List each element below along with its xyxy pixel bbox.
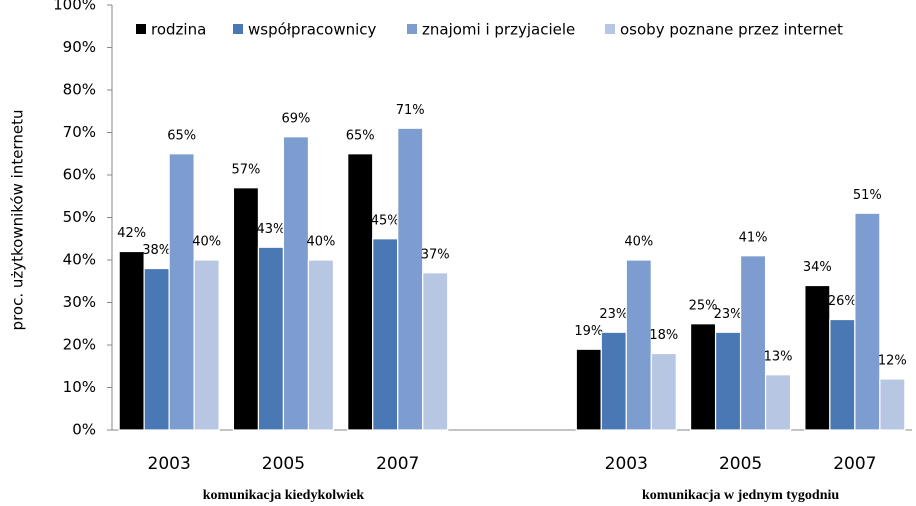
y-tick-label: 50% (63, 208, 96, 226)
data-label: 51% (853, 188, 882, 203)
bar (143, 267, 170, 431)
legend-label: znajomi i przyjaciele (422, 21, 575, 39)
bar (282, 136, 310, 431)
legend-label: współpracownicy (248, 21, 377, 39)
data-label: 12% (878, 354, 907, 369)
legend-swatch (136, 24, 146, 34)
data-label: 69% (281, 111, 310, 126)
x-tick-label: 2007 (833, 454, 876, 474)
y-tick-label: 90% (63, 38, 96, 56)
bar (232, 187, 260, 431)
bar (372, 238, 399, 431)
bar (600, 331, 627, 431)
y-tick-label: 80% (63, 81, 96, 99)
data-label: 65% (346, 128, 375, 143)
data-label: 45% (371, 213, 400, 228)
bar (625, 259, 652, 431)
y-tick-label: 30% (63, 293, 96, 311)
data-label: 43% (256, 222, 285, 237)
data-label: 40% (624, 235, 653, 250)
data-label: 13% (764, 349, 793, 364)
bar (854, 212, 881, 431)
data-label: 40% (192, 235, 221, 250)
x-tick-label: 2005 (262, 454, 305, 474)
y-tick-label: 40% (63, 251, 96, 269)
data-label: 41% (739, 230, 768, 245)
group-label: komunikacja kiedykolwiek (203, 488, 365, 503)
y-tick-label: 60% (63, 166, 96, 184)
bar (347, 153, 374, 431)
data-label: 19% (574, 324, 603, 339)
y-tick-label: 0% (72, 421, 96, 439)
data-label: 25% (689, 298, 718, 313)
x-tick-label: 2007 (376, 454, 419, 474)
data-label: 23% (599, 307, 628, 322)
y-axis-label: proc. użytkowników internetu (9, 110, 27, 331)
legend-swatch (407, 24, 417, 34)
data-label: 34% (803, 260, 832, 275)
bar (257, 246, 285, 431)
bar (739, 255, 767, 431)
data-label: 40% (306, 235, 335, 250)
legend-swatch (605, 24, 615, 34)
bar (168, 153, 195, 431)
data-label: 42% (117, 226, 146, 241)
y-tick-label: 100% (53, 0, 96, 14)
bar (650, 352, 677, 431)
x-tick-label: 2003 (605, 454, 648, 474)
bar (804, 284, 831, 431)
data-label: 26% (828, 294, 857, 309)
data-label: 71% (396, 103, 425, 118)
data-label: 38% (142, 243, 171, 258)
bar (193, 259, 220, 431)
data-label: 57% (231, 162, 260, 177)
bar (714, 331, 742, 431)
bar (397, 127, 424, 431)
bar (764, 374, 792, 431)
x-tick-label: 2003 (148, 454, 191, 474)
data-label: 18% (649, 328, 678, 343)
bar (422, 272, 449, 431)
x-tick-label: 2005 (719, 454, 762, 474)
bar (879, 378, 906, 431)
group-label: komunikacja w jednym tygodniu (642, 488, 839, 503)
data-label: 65% (167, 128, 196, 143)
data-label: 37% (421, 247, 450, 262)
y-tick-label: 20% (63, 336, 96, 354)
data-label: 23% (714, 307, 743, 322)
bar (118, 250, 145, 431)
bar (575, 348, 602, 431)
bar (689, 323, 717, 431)
bar (829, 318, 856, 431)
legend-swatch (233, 24, 243, 34)
legend-label: osoby poznane przez internet (620, 21, 843, 39)
legend-label: rodzina (151, 21, 206, 39)
y-tick-label: 70% (63, 123, 96, 141)
y-tick-label: 10% (63, 378, 96, 396)
bar (307, 259, 335, 431)
